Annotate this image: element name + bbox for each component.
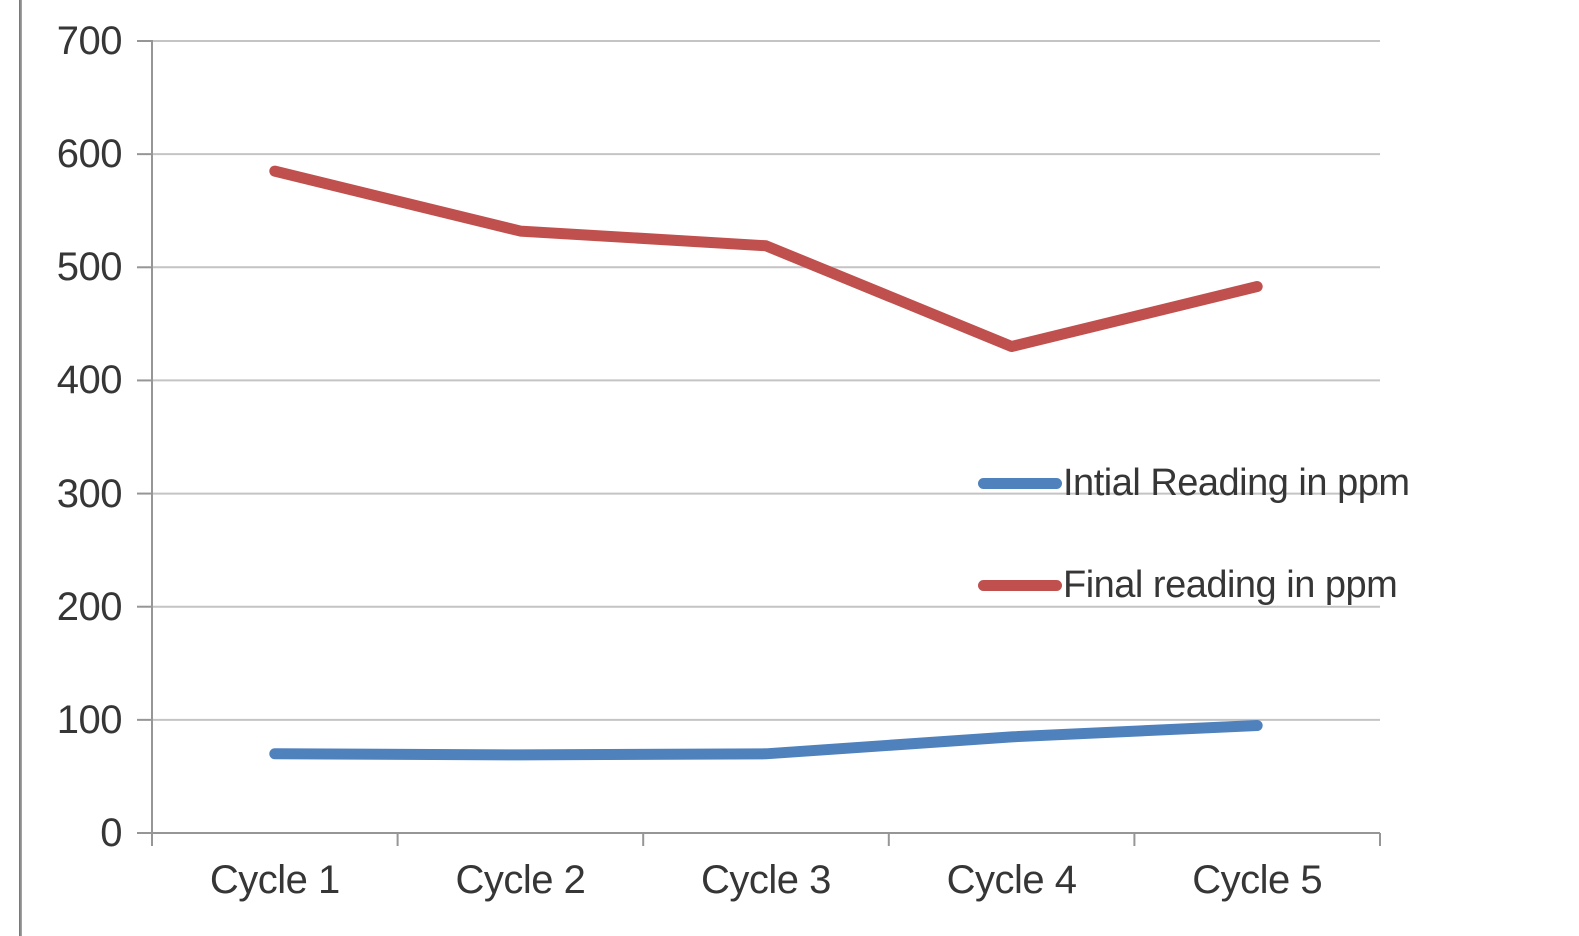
y-tick-label-0: 0 <box>100 811 122 855</box>
legend-item-initial-reading: Intial Reading in ppm <box>978 458 1410 508</box>
y-tick-label-500: 500 <box>56 245 123 290</box>
y-tick-label-100: 100 <box>56 697 123 742</box>
legend-swatch-final-reading <box>978 579 1062 591</box>
legend-label-final-reading: Final reading in ppm <box>1063 563 1398 606</box>
legend-label-initial-reading: Intial Reading in ppm <box>1063 461 1410 504</box>
series-line-1 <box>269 165 1263 352</box>
legend-swatch-initial-reading <box>978 477 1062 489</box>
y-tick-label-400: 400 <box>56 358 123 403</box>
y-tick-label-200: 200 <box>56 584 123 629</box>
y-tick-label-300: 300 <box>56 471 123 516</box>
legend-item-final-reading: Final reading in ppm <box>978 560 1398 610</box>
series-line-0 <box>269 720 1263 761</box>
left-window-border <box>19 0 22 936</box>
x-category-label-1: Cycle 1 <box>209 858 340 902</box>
y-tick-label-600: 600 <box>56 132 123 177</box>
y-tick-label-700: 700 <box>56 19 123 63</box>
x-category-label-4: Cycle 4 <box>946 858 1077 902</box>
x-category-label-5: Cycle 5 <box>1192 858 1323 902</box>
x-category-label-3: Cycle 3 <box>701 858 831 902</box>
x-category-label-2: Cycle 2 <box>455 858 586 902</box>
